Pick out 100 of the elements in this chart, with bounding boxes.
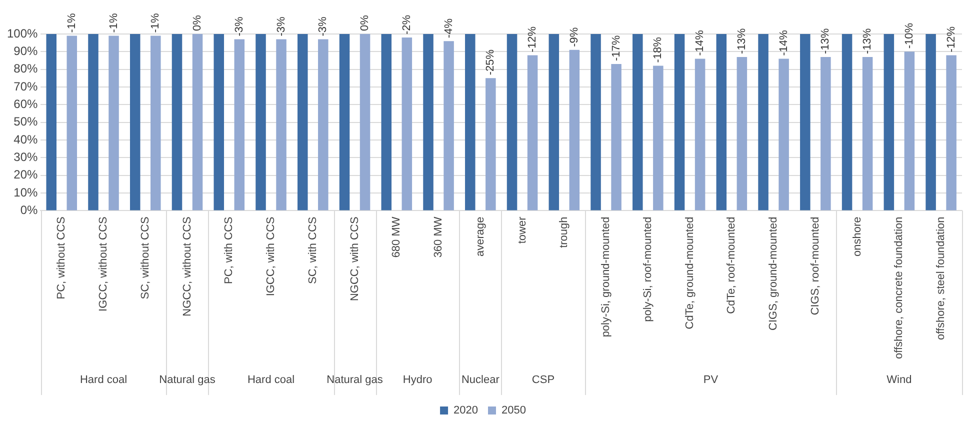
- bar: [298, 34, 308, 210]
- annotation: -3%: [317, 16, 330, 36]
- x-tick-label: CdTe, roof-mounted: [726, 216, 738, 314]
- text: Hard coal: [80, 374, 128, 386]
- x-tick-label: IGCC, with CCS: [265, 216, 278, 296]
- text: Natural gas: [159, 374, 216, 386]
- bar: [778, 58, 789, 210]
- y-tick-label: 80%: [14, 62, 38, 76]
- text: 0%: [192, 14, 204, 31]
- x-tick-label: trough: [558, 216, 570, 248]
- bar: [904, 52, 915, 210]
- text: 0%: [359, 14, 372, 31]
- bar: [694, 58, 706, 210]
- bar: [256, 34, 266, 210]
- annotation: -18%: [652, 36, 664, 63]
- bar: [150, 36, 161, 210]
- bar: [423, 34, 434, 210]
- bar: [884, 34, 894, 210]
- annotation: -13%: [736, 28, 748, 54]
- annotation: -14%: [694, 30, 706, 56]
- y-tick-label: 50%: [14, 114, 38, 129]
- text: -1%: [108, 12, 120, 33]
- x-tick-label: tower: [516, 216, 528, 244]
- x-tick-label: SC, without CCS: [139, 216, 152, 300]
- text: Hard coal: [247, 374, 295, 386]
- y-tick-label: 90%: [14, 44, 38, 58]
- annotation: -17%: [610, 35, 622, 62]
- bar: [108, 36, 119, 210]
- y-tick-label: 30%: [14, 150, 38, 164]
- x-tick-label: 680 MW: [390, 216, 403, 258]
- y-tick-label: 0%: [20, 203, 38, 218]
- text: Wind: [886, 374, 912, 386]
- x-tick-label: 360 MW: [432, 216, 445, 258]
- bar: [590, 34, 601, 210]
- bar: [214, 34, 224, 210]
- bar: [548, 34, 560, 210]
- x-tick-label: NGCC, with CCS: [348, 216, 361, 302]
- bar: [66, 36, 78, 210]
- annotation: -12%: [526, 26, 539, 52]
- bar: [946, 55, 956, 210]
- bar: [716, 34, 727, 210]
- bar: [339, 34, 350, 210]
- annotation: -3%: [275, 16, 288, 36]
- bar: [88, 34, 98, 210]
- x-tick-label: onshore: [851, 216, 864, 256]
- bar: [506, 34, 518, 210]
- bar: [653, 66, 664, 210]
- y-tick-label: 60%: [14, 97, 38, 111]
- y-tick-label: 100%: [6, 26, 38, 40]
- annotation: -13%: [820, 28, 832, 54]
- bar: [569, 50, 580, 210]
- bar: [758, 34, 768, 210]
- x-tick-label: offshore, steel foundation: [935, 216, 948, 340]
- bar: [632, 34, 643, 210]
- annotation: -3%: [233, 16, 246, 36]
- bar: [465, 34, 476, 210]
- y-tick-label: 40%: [14, 132, 38, 146]
- bar: [611, 64, 622, 210]
- bar: [130, 34, 140, 210]
- x-tick-label: NGCC, without CCS: [181, 216, 194, 316]
- bar: [276, 39, 286, 210]
- x-tick-label: PC, with CCS: [223, 216, 236, 284]
- bar: [318, 39, 328, 210]
- x-tick-label: SC, with CCS: [306, 216, 319, 284]
- x-tick-label: poly-Si, roof-mounted: [642, 216, 654, 322]
- text: -1%: [66, 12, 78, 33]
- bar: [234, 39, 245, 210]
- x-tick-label: PC, without CCS: [56, 216, 68, 300]
- text: Hydro: [402, 374, 432, 386]
- bar: [486, 78, 496, 210]
- bar: [402, 38, 412, 210]
- annotation: -2%: [400, 14, 413, 35]
- bar: [46, 34, 56, 210]
- bar: [862, 56, 873, 210]
- bar: [172, 34, 182, 210]
- x-tick-label: CdTe, ground-mounted: [684, 216, 696, 330]
- bar: [360, 34, 370, 210]
- bar: [926, 34, 936, 210]
- bar: [736, 56, 748, 210]
- bar: [527, 55, 538, 210]
- annotation: -25%: [484, 49, 497, 76]
- bar: [800, 34, 810, 210]
- text: PV: [703, 374, 719, 386]
- annotation: -9%: [568, 27, 580, 47]
- y-tick-label: 20%: [14, 168, 38, 182]
- x-tick-label: CIGS, ground-mounted: [768, 216, 780, 330]
- annotation: -10%: [903, 22, 916, 49]
- annotation: -12%: [945, 26, 958, 52]
- text: CSP: [532, 374, 555, 386]
- x-tick-label: IGCC, without CCS: [98, 216, 110, 312]
- x-tick-label: average: [474, 216, 486, 256]
- bar: [444, 41, 454, 210]
- text: Natural gas: [326, 374, 384, 386]
- annotation: -4%: [442, 18, 455, 38]
- text: -1%: [150, 12, 162, 33]
- legend-label: 2020: [454, 404, 478, 417]
- bar: [192, 34, 203, 210]
- y-tick-label: 10%: [14, 185, 38, 200]
- x-tick-label: offshore, concrete foundation: [893, 216, 906, 360]
- bar: [842, 34, 852, 210]
